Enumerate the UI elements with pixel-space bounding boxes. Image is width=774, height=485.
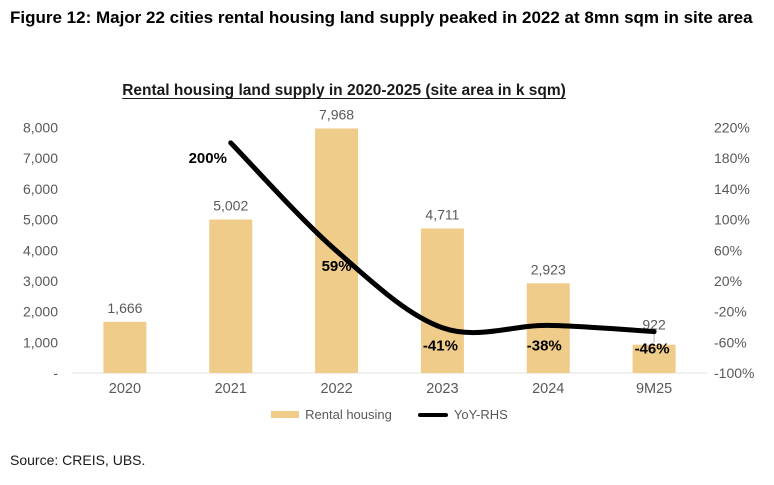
right-axis-tick-label: -20% bbox=[714, 304, 747, 320]
left-axis-tick-label: 7,000 bbox=[23, 150, 58, 166]
left-axis-tick-label: - bbox=[53, 365, 58, 381]
legend-label-rental-housing: Rental housing bbox=[305, 407, 392, 422]
bar-value-label: 4,711 bbox=[425, 206, 459, 222]
yoy-line bbox=[228, 140, 657, 336]
right-axis-tick-label: 220% bbox=[714, 120, 750, 136]
legend-item-yoy-rhs: YoY-RHS bbox=[417, 407, 508, 422]
left-axis-tick-label: 5,000 bbox=[23, 212, 58, 228]
bar-value-label: 5,002 bbox=[213, 198, 248, 214]
chart-legend: Rental housing YoY-RHS bbox=[72, 407, 707, 422]
bar-2021 bbox=[209, 219, 253, 373]
bar-value-label: 1,666 bbox=[107, 300, 142, 316]
bar-2020 bbox=[103, 321, 147, 373]
figure-title: Figure 12: Major 22 cities rental housin… bbox=[10, 8, 753, 27]
line-value-label: -41% bbox=[423, 338, 458, 355]
x-axis-label: 2022 bbox=[320, 381, 352, 397]
x-axis-label: 2020 bbox=[109, 381, 141, 397]
right-axis-tick-label: 100% bbox=[714, 212, 750, 228]
bar-value-label: 2,923 bbox=[531, 261, 566, 277]
x-axis-label: 2021 bbox=[215, 381, 247, 397]
bar-value-label: 7,968 bbox=[319, 106, 354, 122]
right-axis-tick-label: 60% bbox=[714, 242, 742, 258]
right-axis-tick-label: 140% bbox=[714, 181, 750, 197]
right-axis-tick-label: 180% bbox=[714, 150, 750, 166]
left-axis-tick-label: 8,000 bbox=[23, 120, 58, 136]
legend-line-swatch bbox=[417, 412, 448, 417]
x-axis-label: 2023 bbox=[426, 381, 458, 397]
left-axis-tick-label: 1,000 bbox=[23, 334, 58, 350]
left-axis-tick-label: 6,000 bbox=[23, 181, 58, 197]
line-value-label: 59% bbox=[322, 258, 352, 275]
x-axis-label: 9M25 bbox=[636, 381, 672, 397]
line-value-label: -38% bbox=[527, 337, 562, 354]
left-axis-tick-label: 4,000 bbox=[23, 242, 58, 258]
line-value-label: 200% bbox=[189, 150, 227, 167]
legend-label-yoy-rhs: YoY-RHS bbox=[453, 407, 508, 422]
left-axis-tick-label: 2,000 bbox=[23, 304, 58, 320]
bar-9M25 bbox=[632, 344, 676, 373]
left-axis-tick-label: 3,000 bbox=[23, 273, 58, 289]
legend-item-rental-housing: Rental housing bbox=[271, 407, 392, 422]
x-axis-label: 2024 bbox=[532, 381, 564, 397]
chart-title: Rental housing land supply in 2020-2025 … bbox=[122, 82, 566, 99]
right-axis-tick-label: 20% bbox=[714, 273, 742, 289]
right-axis-tick-label: -60% bbox=[714, 334, 747, 350]
line-value-label: -46% bbox=[635, 341, 670, 358]
right-axis-tick-label: -100% bbox=[714, 365, 754, 381]
source-note: Source: CREIS, UBS. bbox=[10, 452, 146, 468]
legend-bar-swatch bbox=[271, 411, 300, 418]
bar-2023 bbox=[420, 228, 464, 373]
